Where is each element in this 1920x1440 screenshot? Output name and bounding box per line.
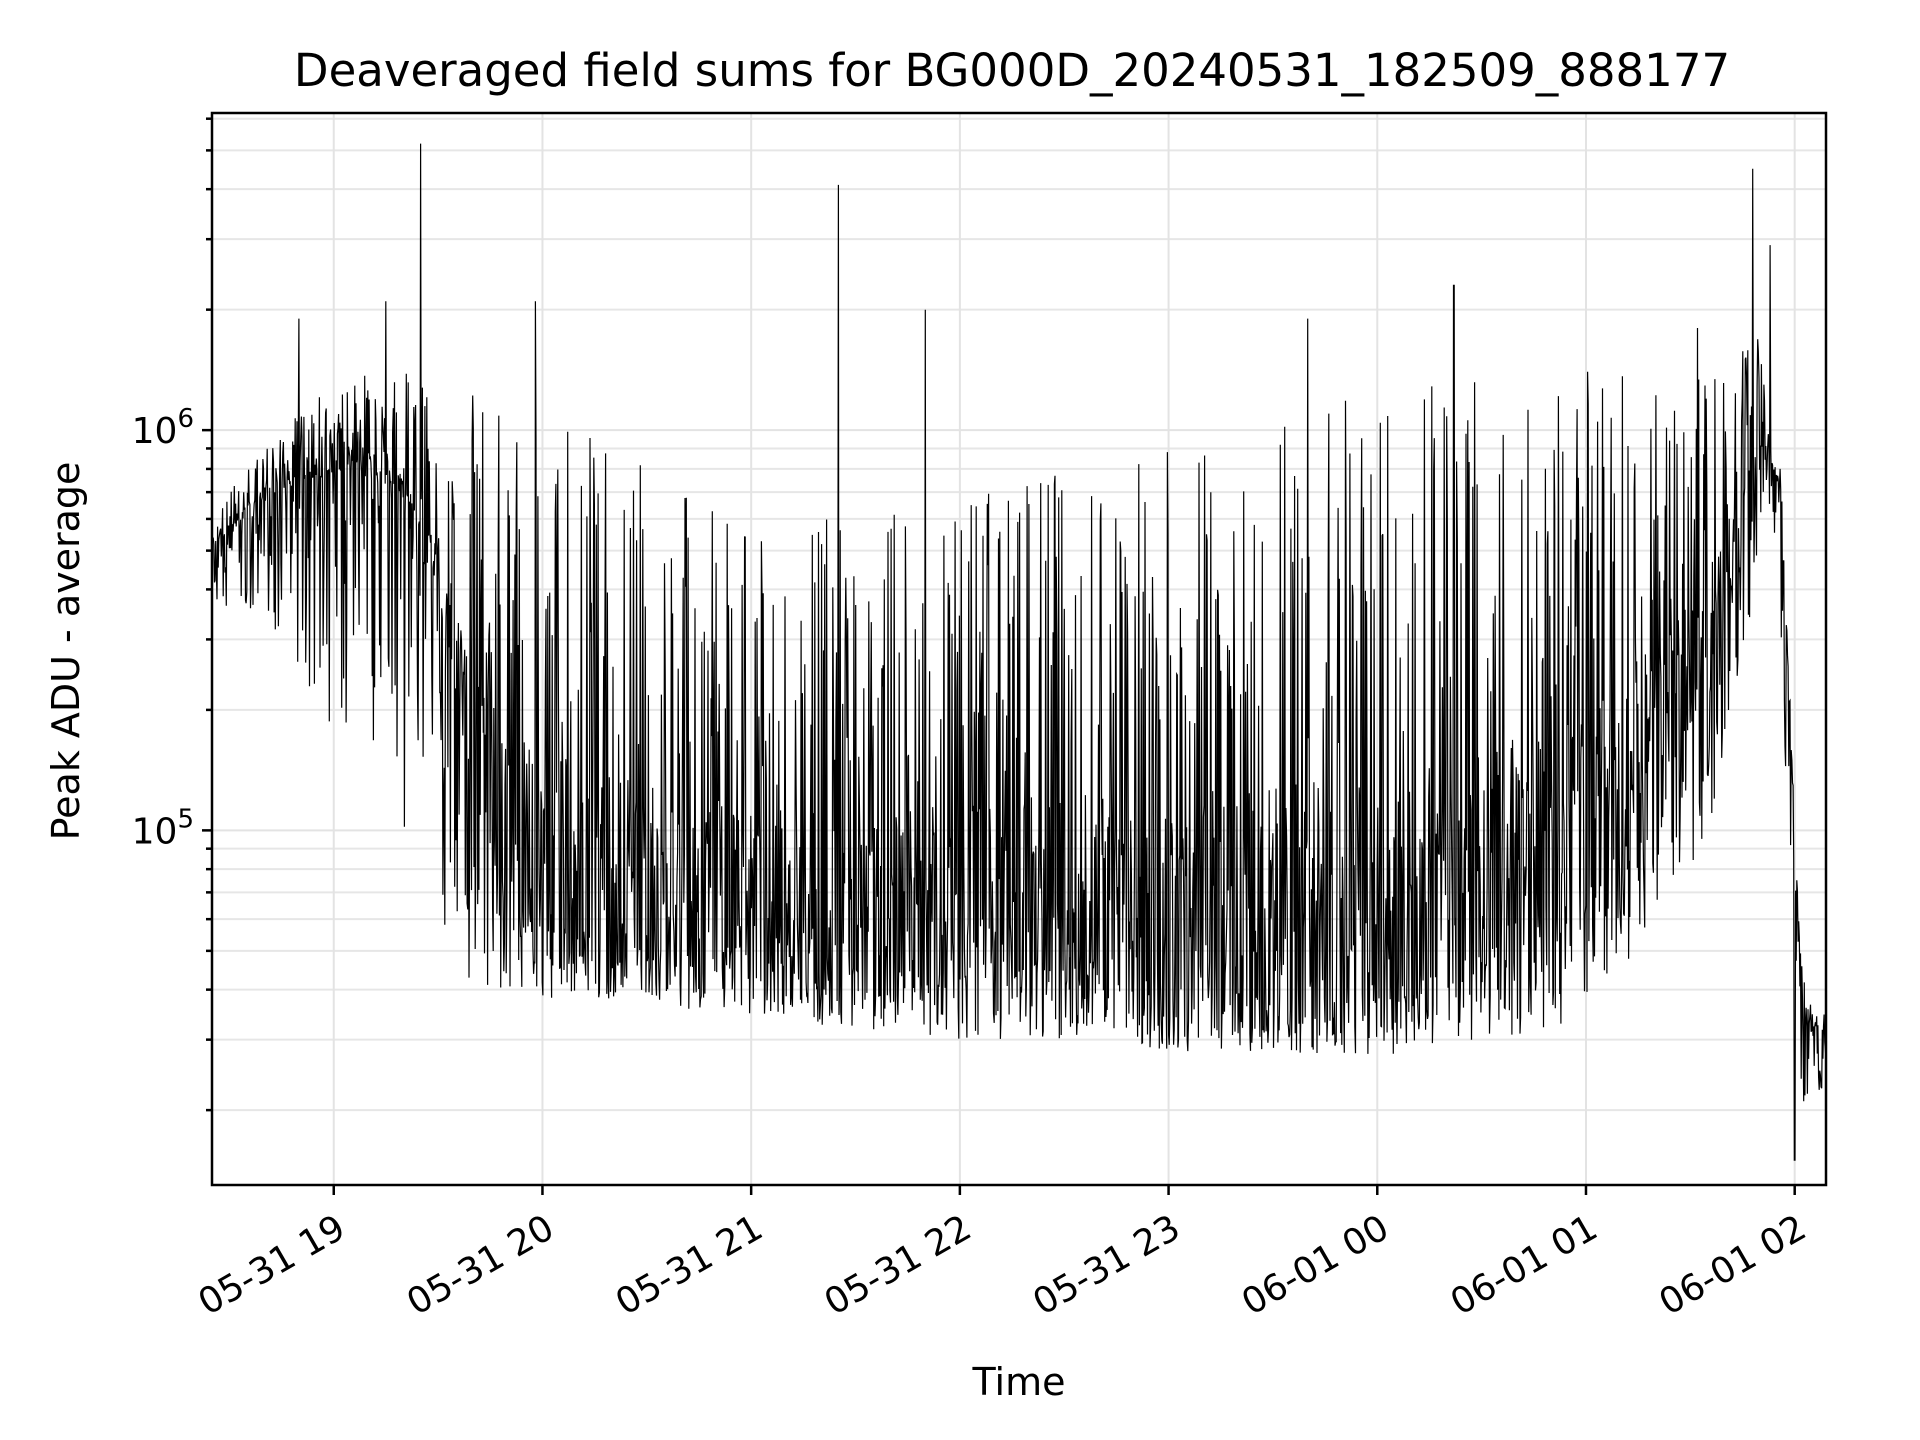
x-tick-label: 05-31 22 (818, 1207, 979, 1323)
chart-title: Deaveraged field sums for BG000D_2024053… (294, 44, 1730, 97)
x-tick-label: 05-31 21 (609, 1207, 770, 1323)
x-tick-label: 05-31 19 (192, 1207, 353, 1323)
y-axis-label: Peak ADU - average (44, 462, 88, 841)
y-tick-base: 10 (132, 811, 178, 852)
x-tick-label: 06-01 02 (1653, 1207, 1814, 1323)
x-tick-label: 06-01 00 (1235, 1207, 1396, 1323)
y-tick-base: 10 (132, 411, 178, 452)
x-tick-label: 06-01 01 (1444, 1207, 1605, 1323)
x-tick-label: 05-31 23 (1026, 1207, 1187, 1323)
x-tick-label: 05-31 20 (400, 1207, 561, 1323)
y-tick-label: 105 (132, 804, 194, 852)
series-layer (211, 143, 1827, 1161)
y-tick-label: 106 (132, 404, 194, 452)
x-axis-label: Time (972, 1360, 1066, 1404)
y-tick-exponent: 5 (177, 804, 194, 834)
x-axis: 05-31 19 05-31 20 05-31 21 05-31 22 05-31 23… (192, 1185, 1814, 1324)
y-tick-exponent: 6 (177, 404, 194, 434)
plot-frame (210, 111, 1828, 1187)
series-line (211, 143, 1827, 1161)
